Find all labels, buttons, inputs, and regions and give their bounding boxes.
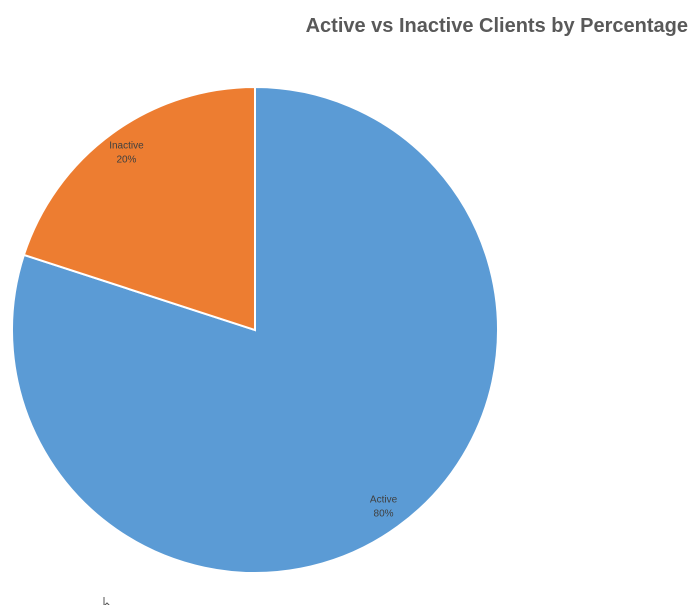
pie-slice (22, 85, 256, 332)
labels: Active 80% Inactive 20% (109, 141, 397, 520)
slice-category-label: Active (370, 495, 398, 506)
slice-category-label: Inactive (109, 141, 144, 152)
slice-value-label: 20% (116, 155, 136, 166)
cursor (103, 597, 110, 605)
pie-slice (11, 85, 499, 574)
pie (11, 85, 499, 574)
slice-value-label: 80% (374, 509, 394, 520)
chart-title: Active vs Inactive Clients by Percentage (306, 15, 688, 37)
